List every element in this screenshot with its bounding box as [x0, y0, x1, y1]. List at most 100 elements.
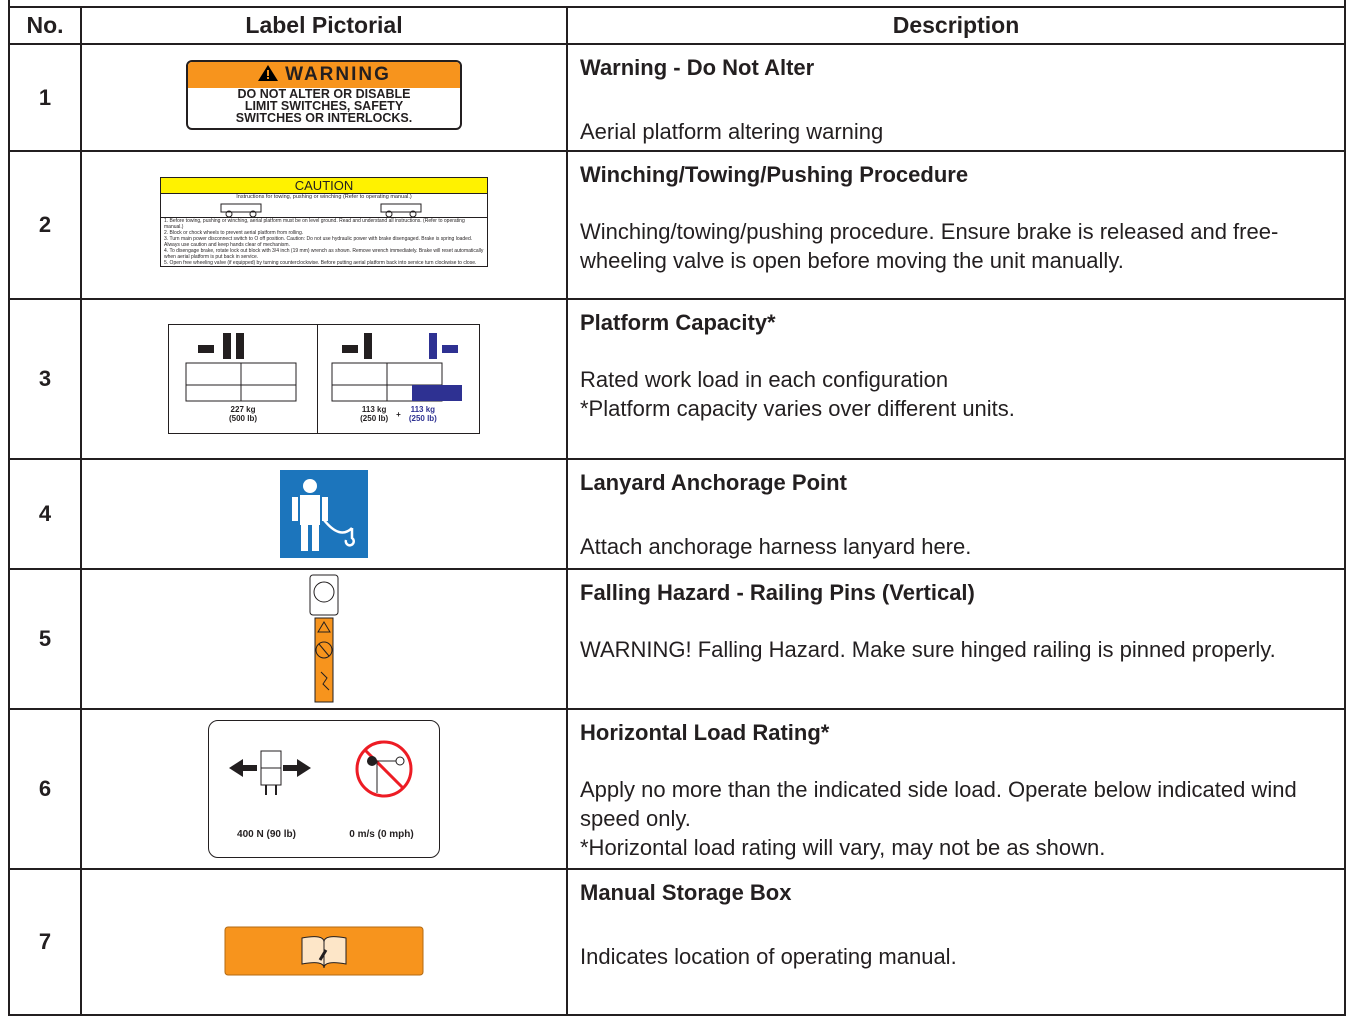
description-line: Winching/towing/pushing procedure. Ensur… [580, 219, 1279, 273]
pictorial [82, 460, 566, 568]
description: Indicates location of operating manual. [580, 942, 1334, 971]
label-text: 2. Block or chock wheels to prevent aeri… [164, 230, 304, 236]
row-number: 4 [38, 501, 52, 526]
capacity-panel: 113 kg (250 lb) +113 kg (250 lb) [318, 325, 479, 433]
warning-label: WARNING DO NOT ALTER OR DISABLE LIMIT SWIT… [186, 59, 462, 130]
label-text: 400 N (90 lb) [237, 829, 296, 840]
description-line: Rated work load in each configuration [580, 367, 949, 392]
number-cell: 3 [8, 300, 80, 458]
pictorial-cell: CAUTION Instructions for towing, pushing … [80, 152, 566, 298]
number-cell: 1 [8, 45, 80, 150]
label-text: 227 kg [230, 405, 256, 414]
header-cell: No. [8, 8, 80, 43]
caption: 113 kg (250 lb) [409, 405, 437, 423]
pictorial [82, 870, 566, 1014]
row-title: Horizontal Load Rating* [580, 720, 830, 745]
pictorial-cell: 400 N (90 lb) 0 m/s (0 mph) [80, 710, 566, 868]
description-cell: Horizontal Load Rating* Apply no more tha… [566, 710, 1346, 868]
capacity-panel: 227 kg (500 lb) [169, 325, 318, 433]
number-cell: 6 [8, 710, 80, 868]
table-row: 2 CAUTION Instructions for towing, pushing… [8, 152, 1346, 300]
description-cell: Manual Storage Box Indicates location of … [566, 870, 1346, 1014]
table-row: 4 Lanyard Anchorage Point Attach anchorage… [8, 460, 1346, 570]
description: Aerial platform altering warning [580, 117, 1334, 146]
load-label: 400 N (90 lb) 0 m/s (0 mph) [208, 720, 440, 858]
description-line: Aerial platform altering warning [580, 119, 884, 144]
icon [224, 926, 424, 976]
pictorial-cell: 227 kg (500 lb) 113 kg (250 lb) +113 kg (250 … [80, 300, 566, 458]
description-cell: Falling Hazard - Railing Pins (Vertical)… [566, 570, 1346, 708]
label-text: (250 lb) [408, 414, 437, 423]
header-cell: Description [566, 8, 1346, 43]
label-text: SWITCHES OR INTERLOCKS. [235, 110, 413, 125]
label-text: (250 lb) [360, 414, 389, 423]
number-cell: 4 [8, 460, 80, 568]
icon [229, 740, 413, 798]
description-line: WARNING! Falling Hazard. Make sure hinge… [580, 637, 1276, 662]
pictorial: WARNING DO NOT ALTER OR DISABLE LIMIT SWIT… [82, 45, 566, 150]
caption: 113 kg (250 lb) [360, 405, 388, 423]
row-title: Lanyard Anchorage Point [580, 470, 847, 495]
label-heading: CAUTION [161, 178, 487, 194]
icon [331, 333, 462, 402]
row-title: Falling Hazard - Railing Pins (Vertical) [580, 580, 975, 605]
row-number: 2 [38, 212, 52, 237]
capacity-label: 227 kg (500 lb) 113 kg (250 lb) +113 kg (250 … [168, 324, 480, 434]
number-cell: 5 [8, 570, 80, 708]
table-row: 7 Manual Storage Box Indicates location of… [8, 870, 1346, 1016]
table-row: 3 227 kg (500 lb) 113 kg (250 lb) +113 kg (250… [8, 300, 1346, 460]
row-title: Winching/Towing/Pushing Procedure [580, 162, 969, 187]
label-text: LIMIT SWITCHES, SAFETY [244, 98, 404, 113]
description-cell: Lanyard Anchorage Point Attach anchorage … [566, 460, 1346, 568]
description-cell: Platform Capacity* Rated work load in eac… [566, 300, 1346, 458]
table-row: 1 WARNING DO NOT ALTER OR DISABLE LIMIT SWI… [8, 45, 1346, 152]
caption: 227 kg (500 lb) [169, 405, 317, 423]
description: Winching/towing/pushing procedure. Ensur… [580, 217, 1334, 275]
label-text: 3. Turn main power disconnect switch to … [164, 236, 473, 248]
icon [161, 203, 487, 218]
description-cell: Warning - Do Not Alter Aerial platform al… [566, 45, 1346, 150]
description-cell: Winching/Towing/Pushing Procedure Winchin… [566, 152, 1346, 298]
border [8, 0, 10, 8]
table-row: 5 Falling Hazard - Railing Pins (Vertical… [8, 570, 1346, 710]
description-line: *Platform capacity varies over different… [580, 396, 1015, 421]
label-text: 0 m/s (0 mph) [349, 829, 414, 840]
pictorial-cell [80, 460, 566, 568]
caution-label: CAUTION Instructions for towing, pushing … [160, 177, 488, 267]
description: WARNING! Falling Hazard. Make sure hinge… [580, 635, 1334, 664]
icon [185, 333, 297, 402]
row-number: 7 [38, 929, 52, 954]
label-heading: WARNING [188, 61, 460, 88]
pictorial [82, 570, 566, 708]
description-line: Apply no more than the indicated side lo… [580, 777, 1297, 831]
description-line: *Horizontal load rating will vary, may n… [580, 835, 1106, 860]
row-title: Warning - Do Not Alter [580, 55, 815, 80]
label-text: 4. To disengage brake, rotate lock out b… [164, 248, 484, 260]
pictorial-cell: WARNING DO NOT ALTER OR DISABLE LIMIT SWIT… [80, 45, 566, 150]
border [8, 0, 1346, 8]
row-title: Manual Storage Box [580, 880, 792, 905]
icon [280, 470, 368, 558]
number-cell: 7 [8, 870, 80, 1014]
description: Rated work load in each configuration *Pl… [580, 365, 1334, 423]
pictorial: 400 N (90 lb) 0 m/s (0 mph) [82, 710, 566, 868]
pictorial-cell [80, 570, 566, 708]
row-number: 6 [38, 776, 52, 801]
label-heading-text: CAUTION [294, 178, 354, 193]
label-text: (500 lb) [228, 414, 257, 423]
description: Attach anchorage harness lanyard here. [580, 532, 1334, 561]
row-title: Platform Capacity* [580, 310, 776, 335]
description-line: Indicates location of operating manual. [580, 944, 957, 969]
table-row: 6 400 N (90 lb) 0 m/s (0 mph) Horizontal Lo… [8, 710, 1346, 870]
icon [309, 574, 339, 703]
row-number: 5 [38, 626, 52, 651]
caption: 113 kg (250 lb) +113 kg (250 lb) [318, 405, 479, 423]
label-text: 113 kg [361, 405, 387, 414]
label-text: + [396, 409, 401, 419]
label-text: 1. Before towing, pushing or winching, a… [164, 218, 465, 230]
pictorial: 227 kg (500 lb) 113 kg (250 lb) +113 kg (250 … [82, 300, 566, 458]
header-cell: Label Pictorial [80, 8, 566, 43]
row-number: 3 [38, 366, 52, 391]
description: Apply no more than the indicated side lo… [580, 775, 1334, 862]
